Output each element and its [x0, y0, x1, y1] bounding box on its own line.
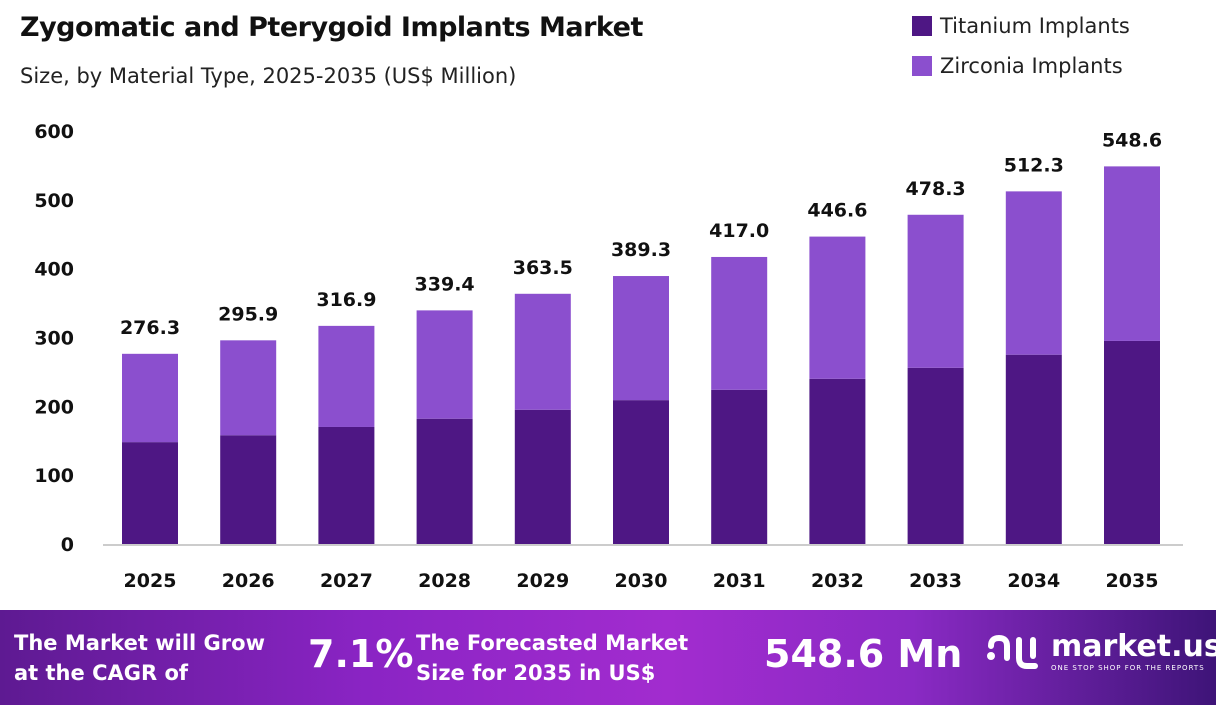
data-label-total: 276.3: [120, 317, 180, 339]
bar-titanium-2026: [220, 435, 277, 544]
x-tick-label: 2029: [516, 570, 569, 592]
footer-banner: The Market will Grow at the CAGR of 7.1%…: [0, 610, 1216, 705]
y-tick-label: 600: [34, 121, 74, 143]
legend-swatch-titanium: [912, 16, 932, 36]
bar-titanium-2025: [122, 442, 178, 544]
y-tick-label: 500: [34, 190, 74, 212]
x-tick-label: 2031: [713, 570, 766, 592]
y-tick-label: 200: [34, 396, 74, 418]
data-label-total: 512.3: [1004, 154, 1064, 176]
bar-titanium-2034: [1005, 354, 1062, 544]
y-tick-label: 300: [34, 328, 74, 350]
forecast-label: The Forecasted Market Size for 2035 in U…: [416, 628, 688, 688]
logo-text: market.us: [1051, 629, 1216, 664]
bar-zirconia-2035: [1104, 166, 1160, 341]
data-label-total: 389.3: [611, 239, 671, 261]
legend-item-zirconia: Zirconia Implants: [912, 46, 1130, 86]
bar-zirconia-2033: [907, 214, 964, 368]
legend-item-titanium: Titanium Implants: [912, 6, 1130, 46]
logo-icon: [987, 634, 1038, 669]
legend-label: Titanium Implants: [940, 14, 1130, 38]
y-tick-label: 100: [34, 465, 74, 487]
logo-tagline: ONE STOP SHOP FOR THE REPORTS: [1051, 664, 1205, 672]
forecast-value: 548.6 Mn: [764, 632, 963, 676]
chart-plot: 0 100 200 300 400 500 600 276.3 2025 295.9 2026 316…: [34, 121, 1183, 592]
x-tick-label: 2032: [811, 570, 864, 592]
cagr-label-line1: The Market will Grow: [14, 631, 265, 655]
x-tick-label: 2035: [1106, 570, 1159, 592]
bar-zirconia-2029: [514, 293, 571, 410]
x-tick-label: 2025: [124, 570, 177, 592]
chart-title: Zygomatic and Pterygoid Implants Market: [20, 12, 643, 43]
x-tick-label: 2027: [320, 570, 373, 592]
bar-titanium-2033: [907, 367, 964, 544]
x-tick-label: 2030: [615, 570, 668, 592]
data-label-total: 417.0: [709, 220, 769, 242]
marketus-logo: market.us ONE STOP SHOP FOR THE REPORTS: [985, 632, 1216, 672]
bar-zirconia-2032: [809, 236, 866, 379]
cagr-value: 7.1%: [308, 632, 414, 676]
bar-titanium-2029: [514, 409, 571, 544]
bar-titanium-2027: [318, 426, 375, 544]
bar-zirconia-2026: [220, 340, 277, 436]
bar-titanium-2031: [711, 389, 768, 544]
data-label-total: 295.9: [218, 303, 278, 325]
bar-titanium-2032: [809, 378, 866, 544]
bar-zirconia-2027: [318, 325, 375, 427]
bar-zirconia-2028: [416, 310, 473, 419]
bar-zirconia-2030: [613, 276, 669, 401]
data-label-total: 339.4: [415, 273, 475, 295]
cagr-label: The Market will Grow at the CAGR of: [14, 628, 265, 688]
forecast-label-line1: The Forecasted Market: [416, 631, 689, 655]
bar-titanium-2030: [613, 400, 669, 544]
data-label-total: 478.3: [906, 178, 966, 200]
bar-titanium-2035: [1104, 340, 1160, 544]
x-tick-label: 2033: [909, 570, 962, 592]
legend: Titanium Implants Zirconia Implants: [912, 6, 1130, 86]
data-label-total: 316.9: [316, 289, 376, 311]
bar-titanium-2028: [416, 418, 473, 544]
forecast-label-line2: Size for 2035 in US$: [416, 661, 656, 685]
bar-zirconia-2031: [711, 256, 768, 390]
bar-zirconia-2034: [1005, 191, 1062, 355]
legend-label: Zirconia Implants: [940, 54, 1123, 78]
y-tick-label: 400: [34, 259, 74, 281]
data-label-total: 548.6: [1102, 129, 1162, 151]
x-tick-label: 2034: [1007, 570, 1060, 592]
y-tick-label: 0: [61, 534, 74, 556]
data-label-total: 446.6: [807, 200, 867, 222]
data-label-total: 363.5: [513, 257, 573, 279]
x-tick-label: 2028: [418, 570, 471, 592]
x-tick-label: 2026: [222, 570, 275, 592]
chart-subtitle: Size, by Material Type, 2025-2035 (US$ M…: [20, 64, 517, 88]
cagr-label-line2: at the CAGR of: [14, 661, 189, 685]
legend-swatch-zirconia: [912, 56, 932, 76]
bar-zirconia-2025: [122, 353, 178, 443]
